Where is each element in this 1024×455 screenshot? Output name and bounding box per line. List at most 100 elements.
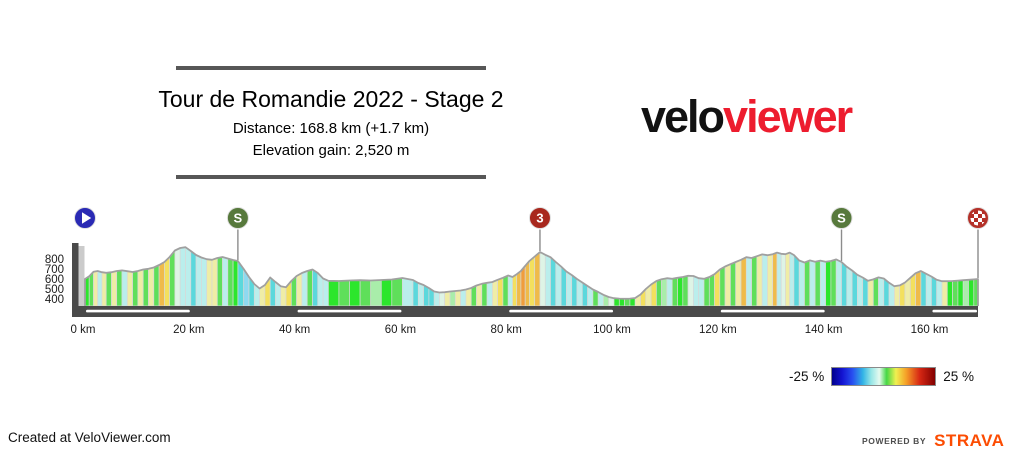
terrain-segment bbox=[454, 290, 461, 307]
distance-bar-stripe bbox=[297, 309, 402, 313]
terrain-segment bbox=[830, 258, 837, 307]
terrain-segment bbox=[857, 274, 864, 307]
terrain-segment bbox=[211, 257, 218, 307]
terrain-segment bbox=[158, 261, 165, 307]
distance-bar-stripe bbox=[720, 309, 825, 313]
finish-checker-icon bbox=[974, 222, 978, 226]
terrain-segment bbox=[867, 278, 874, 307]
logo-viewer-text: viewer bbox=[723, 91, 853, 142]
legend-gradient-bar bbox=[831, 367, 937, 386]
terrain-segment bbox=[481, 282, 488, 307]
y-tick-label: 800 bbox=[44, 254, 64, 266]
terrain-segment bbox=[179, 246, 186, 307]
powered-by-label: POWERED BY bbox=[862, 436, 927, 446]
terrain-segment bbox=[851, 269, 858, 307]
terrain-segment bbox=[740, 256, 747, 307]
terrain-segment bbox=[195, 254, 202, 307]
marker-sprint-circle bbox=[830, 207, 853, 229]
x-tick-label: 160 km bbox=[910, 324, 949, 336]
terrain-segment bbox=[952, 280, 959, 307]
terrain-segment bbox=[872, 276, 879, 307]
marker-sprint-label: S bbox=[837, 211, 846, 226]
terrain-segment bbox=[862, 276, 869, 307]
terrain-segment bbox=[785, 252, 791, 307]
terrain-segment bbox=[417, 282, 424, 307]
terrain-segment bbox=[793, 254, 800, 307]
distance-bar-stripe bbox=[932, 309, 977, 313]
powered-by-strava: POWERED BY STRAVA bbox=[862, 431, 1004, 451]
finish-checker-icon bbox=[970, 218, 974, 222]
y-tick-label: 600 bbox=[44, 274, 64, 286]
terrain-segment bbox=[936, 279, 943, 307]
gradient-legend: -25 % 25 % bbox=[789, 367, 974, 386]
terrain-segment bbox=[486, 281, 493, 307]
terrain-segment bbox=[534, 251, 541, 307]
marker-sprint-circle bbox=[226, 207, 249, 229]
terrain-segment bbox=[444, 291, 451, 307]
terrain-segment bbox=[93, 270, 99, 307]
terrain-segment bbox=[941, 280, 948, 307]
terrain-segment bbox=[666, 277, 673, 307]
terrain-segment bbox=[328, 280, 340, 307]
terrain-segment bbox=[814, 260, 821, 307]
terrain-segment bbox=[88, 270, 94, 307]
terrain-segment bbox=[682, 275, 689, 307]
terrain-segment bbox=[222, 256, 229, 307]
distance-bar-stripe bbox=[509, 309, 614, 313]
terrain-segment bbox=[520, 264, 526, 307]
title-rule-bottom bbox=[176, 175, 486, 180]
terrain-segment bbox=[761, 253, 768, 307]
terrain-segment bbox=[776, 252, 782, 307]
title-block: Tour de Romandie 2022 - Stage 2 Distance… bbox=[150, 66, 512, 180]
terrain-segment bbox=[169, 249, 176, 307]
terrain-segment bbox=[433, 291, 440, 307]
terrain-segment bbox=[878, 276, 885, 307]
terrain-segment bbox=[819, 260, 826, 307]
terrain-segment bbox=[148, 267, 155, 307]
terrain-segment bbox=[671, 277, 678, 307]
stage-elevation-gain: Elevation gain: 2,520 m bbox=[252, 141, 410, 159]
terrain-segment bbox=[301, 270, 308, 307]
terrain-segment bbox=[780, 253, 786, 307]
terrain-segment bbox=[560, 265, 567, 307]
terrain-segment bbox=[338, 280, 350, 307]
legend-max-label: 25 % bbox=[943, 369, 975, 384]
legend-min-label: -25 % bbox=[789, 369, 825, 384]
terrain-segment bbox=[624, 298, 631, 307]
terrain-segment bbox=[703, 276, 710, 307]
credit-text: Created at VeloViewer.com bbox=[8, 430, 171, 445]
veloviewer-logo: veloviewer bbox=[641, 91, 853, 142]
y-tick-label: 500 bbox=[44, 284, 64, 296]
terrain-segment bbox=[946, 280, 953, 307]
terrain-segment bbox=[312, 268, 319, 307]
terrain-segment bbox=[280, 285, 287, 307]
terrain-segment bbox=[544, 254, 551, 307]
terrain-segment bbox=[502, 274, 509, 307]
terrain-segment bbox=[661, 277, 668, 307]
y-tick-label: 700 bbox=[44, 264, 64, 276]
stage-distance: Distance: 168.8 km (+1.7 km) bbox=[232, 120, 430, 138]
terrain-segment bbox=[412, 279, 419, 307]
x-tick-label: 80 km bbox=[490, 324, 522, 336]
terrain-segment bbox=[349, 279, 361, 307]
terrain-segment bbox=[550, 256, 557, 307]
terrain-segment bbox=[524, 260, 530, 307]
terrain-segment bbox=[105, 271, 112, 307]
terrain-segment bbox=[618, 298, 625, 307]
terrain-segment bbox=[693, 275, 700, 307]
start-column bbox=[78, 246, 85, 306]
terrain-segment bbox=[507, 275, 513, 307]
terrain-segment bbox=[835, 258, 842, 307]
start-play-icon bbox=[82, 212, 92, 224]
marker-climb-label: 3 bbox=[536, 211, 543, 226]
terrain-segment bbox=[920, 270, 927, 307]
finish-checker-icon bbox=[978, 218, 982, 222]
terrain-segment bbox=[571, 274, 578, 307]
terrain-segment bbox=[142, 268, 149, 307]
title-rule-top bbox=[176, 66, 486, 70]
terrain-segment bbox=[137, 269, 144, 307]
terrain-segment bbox=[555, 261, 562, 307]
terrain-segment bbox=[804, 259, 811, 307]
